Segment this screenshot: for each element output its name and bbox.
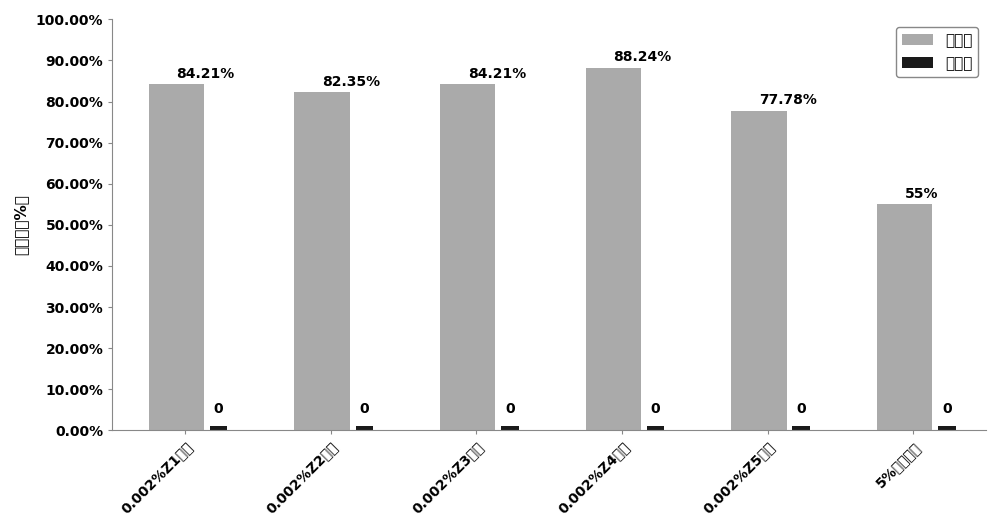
Text: 84.21%: 84.21% — [468, 67, 526, 81]
Bar — [294, 92, 350, 430]
Bar — [440, 84, 495, 430]
Text: 84.21%: 84.21% — [176, 67, 235, 81]
Text: 0: 0 — [942, 402, 952, 416]
Text: 88.24%: 88.24% — [613, 50, 672, 65]
Text: 0: 0 — [505, 402, 515, 416]
Bar — [149, 84, 204, 430]
Text: 55%: 55% — [905, 187, 938, 201]
Bar — [586, 68, 641, 430]
Bar — [356, 426, 373, 430]
Bar — [501, 426, 519, 430]
Text: 82.35%: 82.35% — [322, 75, 380, 89]
Text: 0: 0 — [796, 402, 806, 416]
Text: 0: 0 — [214, 402, 223, 416]
Text: 77.78%: 77.78% — [759, 93, 817, 108]
Bar — [210, 426, 227, 430]
Bar — [792, 426, 810, 430]
Bar — [731, 111, 787, 430]
Bar — [877, 205, 932, 430]
Bar — [938, 426, 956, 430]
Legend: 实验组, 对照组: 实验组, 对照组 — [896, 27, 978, 77]
Bar — [647, 426, 664, 430]
Text: 0: 0 — [359, 402, 369, 416]
Text: 0: 0 — [651, 402, 660, 416]
Y-axis label: 死亡率（%）: 死亡率（%） — [14, 195, 29, 255]
